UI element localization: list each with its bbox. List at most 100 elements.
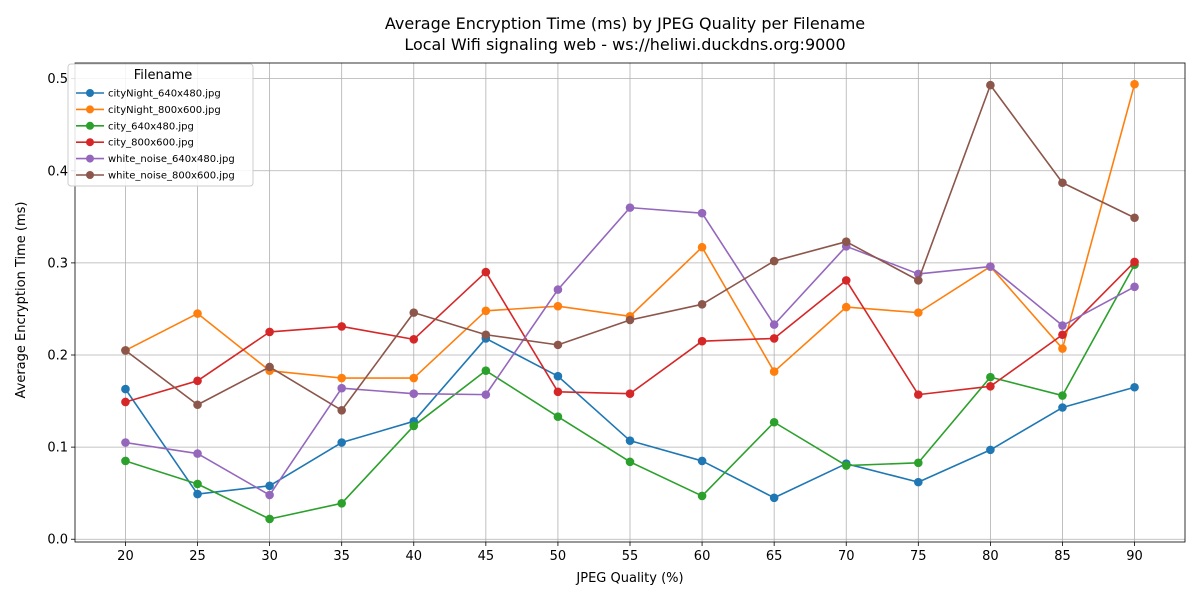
data-point xyxy=(914,308,923,317)
plot-frame xyxy=(74,62,1186,543)
data-point xyxy=(914,458,923,468)
data-point xyxy=(337,373,346,383)
data-point xyxy=(409,373,419,383)
data-point xyxy=(409,308,419,317)
data-point xyxy=(193,400,202,410)
legend-marker xyxy=(86,171,94,179)
data-point xyxy=(769,367,779,376)
y-tick-label: 0.0 xyxy=(47,533,68,548)
legend-item: white_noise_640x480.jpg xyxy=(76,154,235,165)
y-axis-label: Average Encryption Time (ms) xyxy=(14,202,29,399)
legend: Filename cityNight_640x480.jpg cityNight_… xyxy=(67,63,254,187)
data-point xyxy=(697,456,707,466)
data-point xyxy=(553,301,563,311)
data-point xyxy=(481,267,491,277)
legend-item: city_640x480.jpg xyxy=(76,121,194,132)
data-point xyxy=(697,491,707,501)
data-point xyxy=(769,417,779,427)
legend-marker xyxy=(86,105,94,114)
data-point xyxy=(121,346,130,355)
data-point xyxy=(553,387,563,397)
x-tick-label: 30 xyxy=(261,549,278,564)
data-point xyxy=(121,456,130,466)
data-point xyxy=(769,334,779,343)
data-point xyxy=(1058,321,1067,330)
data-point xyxy=(1130,79,1139,89)
data-point xyxy=(841,302,851,312)
data-point xyxy=(265,481,274,491)
data-point xyxy=(625,436,635,445)
data-point xyxy=(265,490,274,500)
data-point xyxy=(625,315,635,325)
data-point xyxy=(697,336,707,346)
data-point xyxy=(841,276,851,285)
legend-label: white_noise_800x600.jpg xyxy=(108,171,235,182)
data-point xyxy=(337,405,346,415)
x-tick-label: 25 xyxy=(189,549,206,564)
x-tick-label: 40 xyxy=(405,549,422,564)
data-point xyxy=(625,389,635,398)
legend-label: cityNight_640x480.jpg xyxy=(108,89,221,100)
data-point xyxy=(1130,382,1139,392)
legend-marker xyxy=(86,121,94,130)
series-lines xyxy=(121,79,1139,524)
data-point xyxy=(121,438,130,447)
x-tick-label: 65 xyxy=(766,549,783,564)
x-tick-label: 85 xyxy=(1054,549,1071,564)
data-point xyxy=(1130,257,1139,267)
data-point xyxy=(265,514,274,524)
data-point xyxy=(193,489,202,499)
legend-box xyxy=(67,63,254,187)
legend-marker xyxy=(86,154,94,163)
y-tick-label: 0.1 xyxy=(47,441,68,456)
data-point xyxy=(986,382,995,391)
x-tick-label: 20 xyxy=(117,549,134,564)
data-point xyxy=(769,256,779,266)
data-point xyxy=(553,371,563,381)
axis-ticks: 20 25 30 35 40 45 50 55 60 65 70 75 80 85 90 0.0 0.1 0.2 0… xyxy=(47,72,1143,564)
legend-marker xyxy=(86,89,94,97)
x-tick-label: 50 xyxy=(550,549,567,564)
data-point xyxy=(986,262,995,271)
series-4 xyxy=(121,203,1139,500)
data-point xyxy=(769,320,779,329)
data-point xyxy=(193,479,202,489)
legend-title: Filename xyxy=(134,68,193,83)
y-tick-label: 0.3 xyxy=(47,256,68,271)
legend-item: city_800x600.jpg xyxy=(76,138,194,149)
data-point xyxy=(193,376,202,386)
x-axis-label: JPEG Quality (%) xyxy=(575,571,683,586)
x-tick-label: 55 xyxy=(622,549,639,564)
data-point xyxy=(265,327,274,337)
data-point xyxy=(914,390,923,399)
data-point xyxy=(1130,213,1139,223)
data-point xyxy=(409,421,419,431)
data-point xyxy=(914,477,923,487)
data-point xyxy=(193,449,202,458)
data-point xyxy=(769,493,779,503)
legend-item: cityNight_800x600.jpg xyxy=(76,105,221,116)
data-point xyxy=(481,330,491,340)
series-3 xyxy=(121,257,1139,407)
data-point xyxy=(1058,178,1067,188)
data-point xyxy=(625,457,635,467)
series-2 xyxy=(121,260,1139,524)
legend-label: cityNight_800x600.jpg xyxy=(108,105,221,116)
data-point xyxy=(986,445,995,455)
x-tick-label: 45 xyxy=(478,549,495,564)
legend-marker xyxy=(86,138,94,147)
data-point xyxy=(481,306,491,316)
data-point xyxy=(265,362,274,372)
data-point xyxy=(121,397,130,407)
data-point xyxy=(697,208,707,218)
grid-lines xyxy=(75,63,1185,542)
x-tick-label: 75 xyxy=(910,549,927,564)
data-point xyxy=(697,300,707,309)
data-point xyxy=(337,322,346,331)
data-point xyxy=(337,383,346,393)
data-point xyxy=(1058,344,1067,353)
legend-label: city_800x600.jpg xyxy=(108,138,194,149)
data-point xyxy=(697,242,707,252)
data-point xyxy=(337,438,346,447)
data-point xyxy=(121,384,130,394)
